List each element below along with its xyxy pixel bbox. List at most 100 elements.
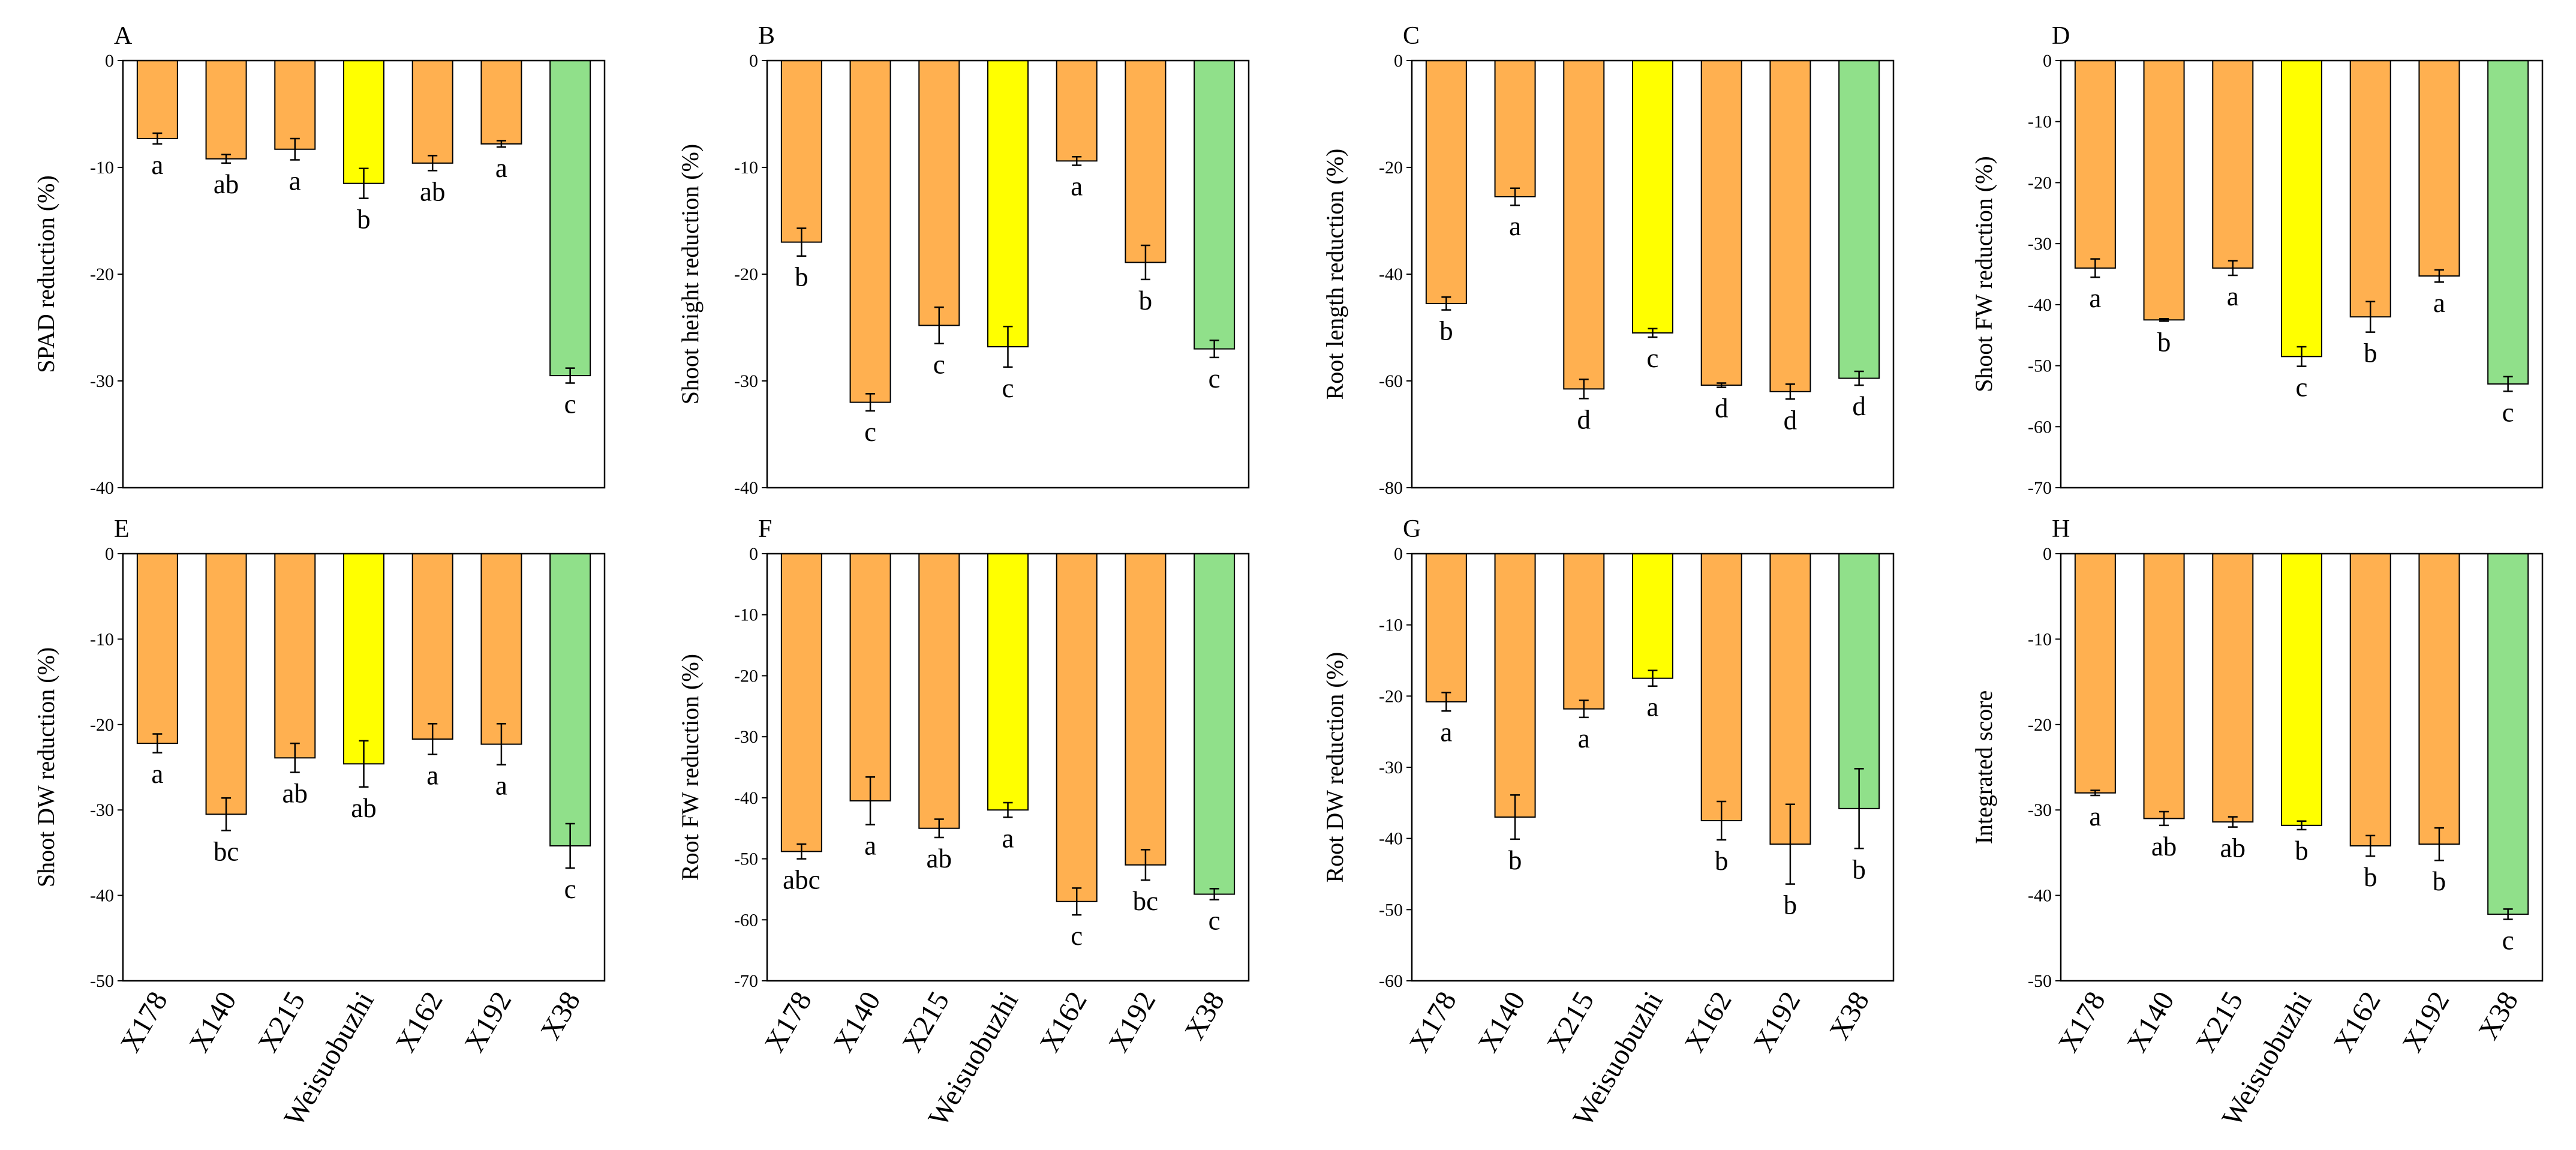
category-label: X178 — [1403, 986, 1463, 1058]
significance-letter: b — [357, 205, 371, 235]
bar-X162 — [411, 60, 453, 164]
category-label: X162 — [1034, 986, 1093, 1058]
bar-Weisuobuzhi — [1632, 60, 1673, 334]
bar-X162 — [411, 553, 453, 740]
bar-X140 — [849, 553, 891, 801]
y-tick-label: -60 — [1379, 971, 1403, 991]
significance-letter: c — [933, 350, 945, 380]
y-tick-label: -30 — [734, 371, 758, 391]
bar-Weisuobuzhi — [2281, 60, 2322, 358]
significance-letter: ab — [351, 793, 376, 823]
bar-X140 — [1494, 553, 1536, 818]
y-axis-label: Integrated score — [1970, 690, 1997, 845]
panel-E: E Shoot DW reduction (%) 0 -10 -20 -30 -40 -50 a… — [32, 515, 606, 1132]
significance-letter: a — [2433, 288, 2445, 318]
bar-X178 — [136, 60, 178, 139]
significance-letter: a — [1002, 823, 1014, 853]
panel-H: H Integrated score 0 -10 -20 -30 -40 -50 a X178 ab… — [1970, 515, 2544, 1132]
bar-X215 — [274, 60, 316, 150]
significance-letter: b — [2433, 866, 2446, 896]
y-tick-label: -80 — [1379, 478, 1403, 498]
significance-letter: c — [864, 417, 876, 447]
y-tick-label: -60 — [734, 910, 758, 930]
bar-X140 — [1494, 60, 1536, 197]
category-label: X178 — [2052, 986, 2112, 1058]
significance-letter: b — [1715, 846, 1729, 876]
y-tick-label: -50 — [2028, 971, 2052, 991]
y-tick-label: -30 — [90, 371, 114, 391]
plot-frame — [1411, 553, 1895, 982]
category-label: X215 — [252, 986, 311, 1058]
bar-X162 — [1056, 553, 1098, 902]
panel-label: C — [1403, 22, 1420, 50]
panel-B: B Shoot height reduction (%) 0 -10 -20 -30 -40… — [677, 22, 1250, 498]
bar-X215 — [918, 553, 960, 829]
panel-label: F — [758, 515, 772, 543]
panel-label: G — [1403, 515, 1421, 543]
bar-X38 — [1838, 60, 1880, 379]
significance-letter: a — [864, 831, 876, 861]
y-tick-label: -10 — [2028, 112, 2052, 132]
y-tick-label: -60 — [1379, 371, 1403, 391]
bar-X215 — [918, 60, 960, 326]
y-axis-label: Root length reduction (%) — [1321, 149, 1348, 400]
significance-letter: a — [151, 150, 163, 180]
significance-letter: b — [1852, 854, 1866, 884]
significance-letter: ab — [282, 779, 308, 809]
y-axis-label: Root DW reduction (%) — [1321, 652, 1348, 883]
bar-Weisuobuzhi — [987, 60, 1029, 348]
bar-X192 — [1125, 60, 1167, 263]
bar-X178 — [136, 553, 178, 744]
bar-X215 — [1563, 60, 1605, 390]
y-tick-label: -30 — [2028, 800, 2052, 820]
category-label: X140 — [827, 986, 886, 1058]
plot-frame — [2060, 59, 2544, 489]
plot-frame — [122, 553, 606, 982]
y-tick-label: -10 — [90, 629, 114, 649]
significance-letter: ab — [2151, 831, 2177, 861]
y-tick-label: -50 — [1379, 900, 1403, 920]
significance-letter: a — [2089, 801, 2101, 831]
bar-X192 — [1769, 60, 1811, 392]
bar-X178 — [2074, 60, 2116, 269]
significance-letter: a — [151, 759, 163, 789]
bar-X215 — [2212, 60, 2254, 269]
category-label: X38 — [2472, 986, 2524, 1045]
bar-X38 — [549, 553, 591, 847]
bar-X192 — [2418, 60, 2460, 277]
significance-letter: a — [289, 166, 301, 196]
category-label: X38 — [1179, 986, 1231, 1045]
y-tick-label: -40 — [734, 788, 758, 808]
bar-X140 — [849, 60, 891, 403]
bar-X178 — [1425, 60, 1467, 304]
significance-letter: b — [2157, 327, 2171, 357]
y-tick-label: -20 — [90, 715, 114, 735]
significance-letter: a — [1578, 723, 1590, 753]
bar-X38 — [2487, 60, 2529, 385]
bar-X192 — [480, 60, 522, 145]
bar-X140 — [205, 553, 247, 815]
category-label: X192 — [1102, 986, 1162, 1058]
significance-letter: a — [495, 771, 507, 801]
y-tick-label: -30 — [2028, 234, 2052, 254]
y-tick-label: -10 — [734, 605, 758, 625]
bar-X192 — [1769, 553, 1811, 845]
significance-letter: c — [2502, 397, 2514, 427]
significance-letter: a — [426, 761, 438, 791]
y-tick-label: -70 — [2028, 478, 2052, 498]
bar-X162 — [1700, 553, 1742, 821]
significance-letter: c — [2502, 925, 2514, 955]
bar-Weisuobuzhi — [343, 553, 384, 765]
significance-letter: bc — [1133, 886, 1158, 916]
category-label: X140 — [1472, 986, 1531, 1058]
y-tick-label: -50 — [734, 849, 758, 869]
y-tick-label: 0 — [1394, 51, 1403, 71]
y-tick-label: 0 — [105, 544, 114, 564]
panel-label: H — [2052, 515, 2070, 543]
y-tick-label: 0 — [2043, 544, 2052, 564]
category-label: X162 — [390, 986, 449, 1058]
significance-letter: d — [1784, 405, 1798, 435]
panel-C: C Root length reduction (%) 0 -20 -40 -60 -80 b… — [1321, 22, 1895, 498]
